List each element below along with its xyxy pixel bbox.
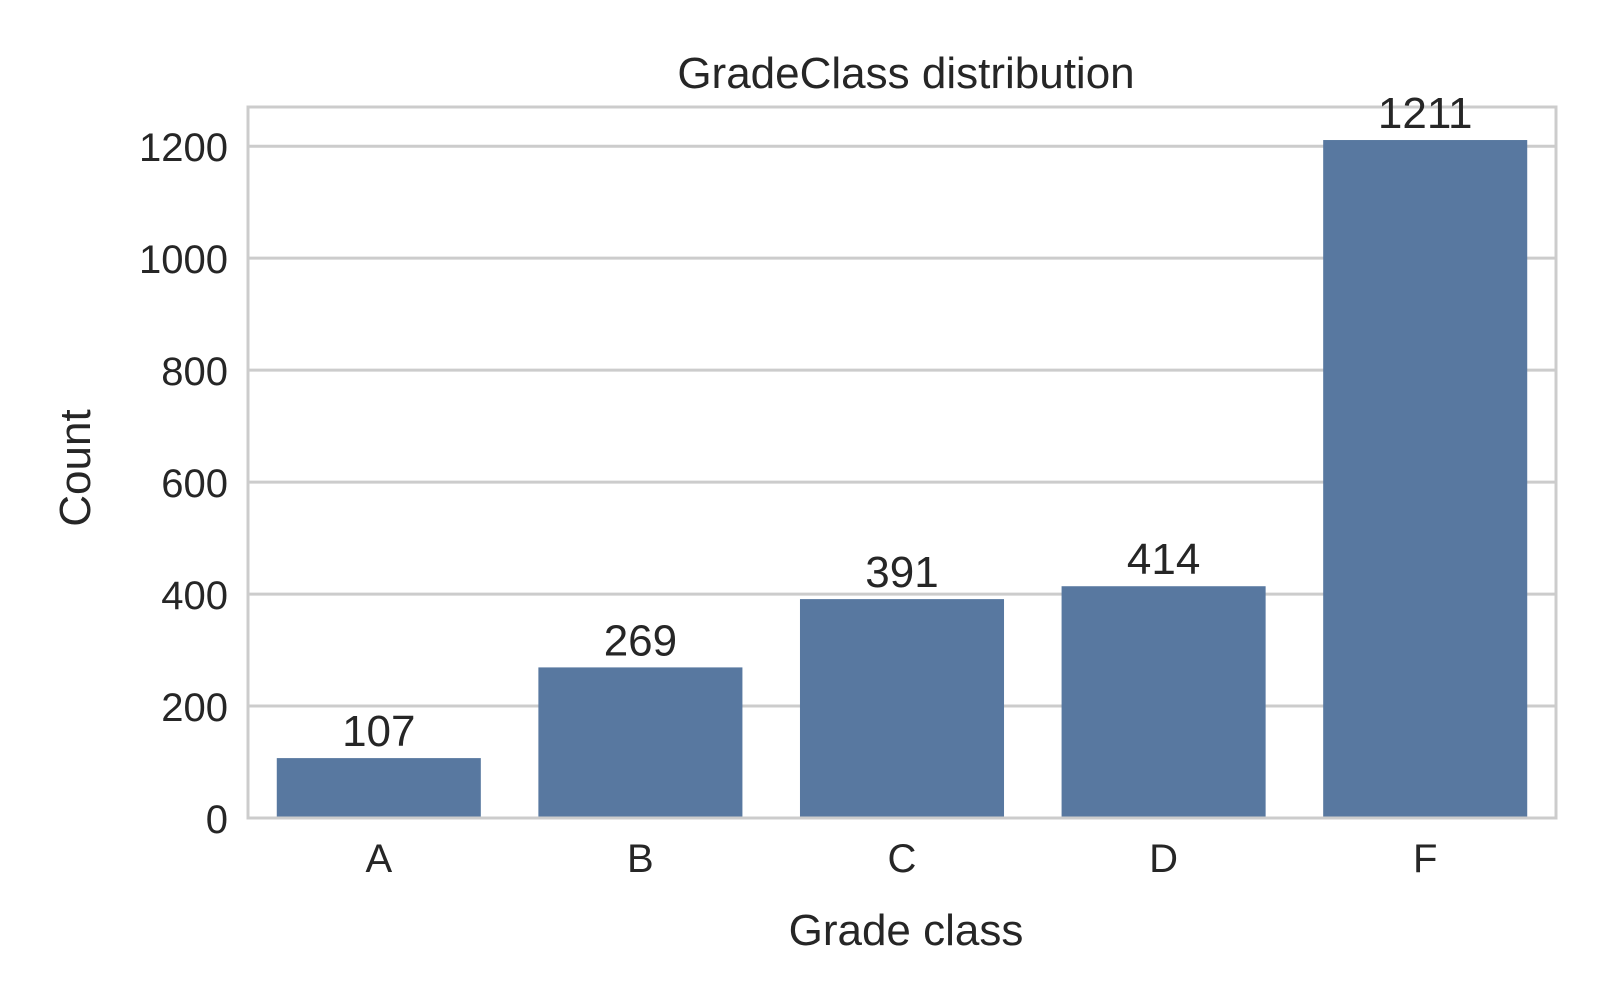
y-axis-ticks: 0 200 400 600 800 1000 1200: [139, 126, 228, 842]
y-tick-label: 1200: [139, 126, 228, 170]
bar-data-labels: 107 269 391 414 1211: [342, 89, 1472, 756]
bar-value-label: 1211: [1378, 89, 1473, 138]
x-tick-label: F: [1413, 837, 1437, 881]
x-tick-label: B: [627, 837, 654, 881]
x-tick-label: D: [1149, 837, 1178, 881]
bars: [276, 140, 1528, 819]
bar-value-label: 414: [1127, 535, 1200, 584]
y-tick-label: 0: [206, 798, 228, 842]
y-axis-label: Count: [51, 409, 100, 526]
bar-value-label: 107: [342, 707, 415, 756]
y-tick-label: 400: [161, 574, 228, 618]
x-tick-label: C: [888, 837, 917, 881]
bar-d: [1061, 586, 1266, 818]
y-tick-label: 200: [161, 686, 228, 730]
x-tick-label: A: [365, 837, 392, 881]
y-tick-label: 800: [161, 350, 228, 394]
bar-value-label: 269: [604, 616, 677, 665]
bar-f: [1323, 140, 1528, 819]
x-axis-label: Grade class: [789, 906, 1024, 955]
bar-b: [538, 667, 743, 818]
y-tick-label: 1000: [139, 238, 228, 282]
bar-value-label: 391: [865, 548, 938, 597]
y-tick-label: 600: [161, 462, 228, 506]
bar-a: [276, 758, 481, 818]
bar-c: [799, 599, 1005, 818]
chart-title: GradeClass distribution: [677, 49, 1134, 98]
plot-frame: [246, 105, 1558, 820]
